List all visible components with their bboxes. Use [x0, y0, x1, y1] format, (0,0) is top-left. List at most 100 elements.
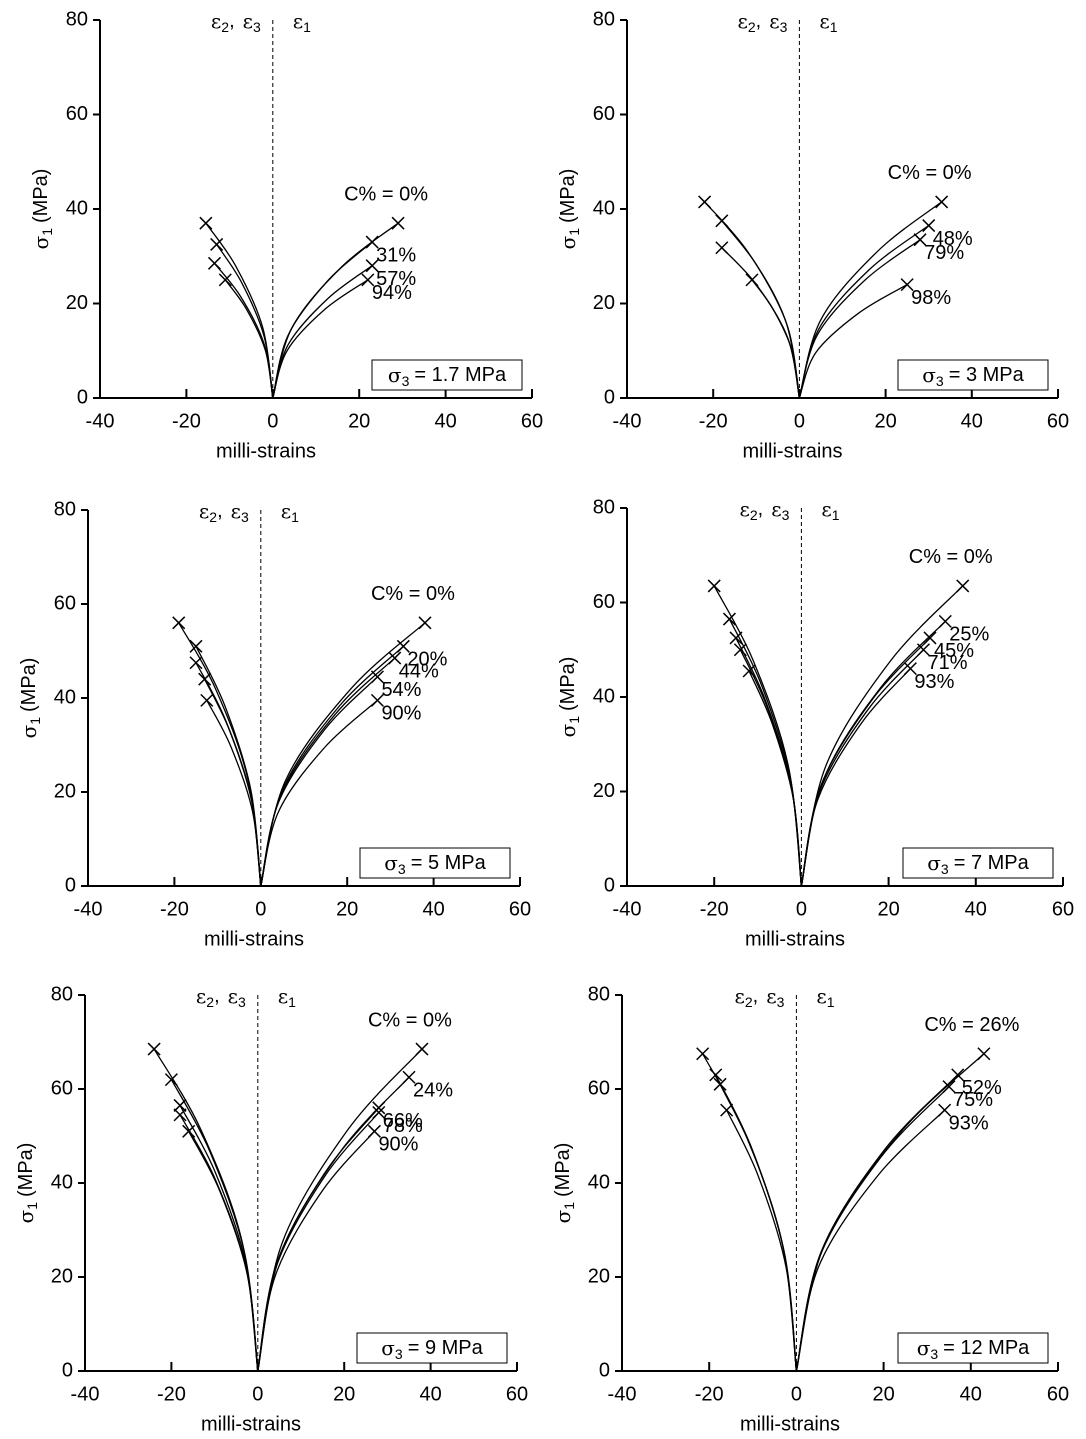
symbol: ε: [737, 9, 747, 33]
subscript: 3: [241, 509, 249, 525]
symbol: σ: [556, 723, 580, 737]
condition-label: σ3 = 1.7 MPa: [388, 363, 507, 389]
symbol: ε: [243, 9, 253, 33]
curve-axial: [795, 1086, 950, 1372]
condition-box: [356, 1332, 508, 1364]
subscript: 3: [402, 373, 410, 389]
series-label: 66%: [383, 1110, 423, 1132]
y-tick-label: 40: [51, 1171, 73, 1193]
failure-marker: [935, 195, 949, 209]
y-tick-label: 0: [77, 386, 88, 408]
failure-marker: [742, 664, 756, 678]
x-axis-label: milli-strains: [745, 928, 845, 950]
series-label: C% = 0%: [888, 162, 972, 184]
y-axis-label: σ1 (MPa): [556, 657, 582, 738]
symbol: ε: [769, 9, 779, 33]
separator: ,: [214, 985, 220, 1007]
symbol: ε: [199, 499, 209, 523]
curve-axial: [800, 585, 964, 887]
series-label: 52%: [962, 1077, 1002, 1099]
x-axis-label: milli-strains: [216, 440, 316, 462]
failure-marker: [199, 216, 213, 230]
series-label: 90%: [378, 1134, 418, 1156]
series-label: 79%: [924, 242, 964, 264]
text: (MPa): [552, 1143, 574, 1197]
x-tick-label: -40: [608, 1383, 637, 1405]
failure-marker: [189, 639, 203, 653]
series-label: 20%: [407, 649, 447, 671]
subscript: 1: [303, 19, 311, 35]
curve-axial: [798, 239, 921, 399]
symbol: σ: [922, 363, 936, 387]
failure-marker: [207, 256, 222, 270]
failure-marker: [977, 1047, 991, 1061]
y-tick-label: 0: [604, 874, 615, 896]
x-tick-label: 40: [422, 898, 444, 920]
failure-marker: [722, 612, 736, 626]
curve-axial: [272, 265, 373, 399]
series-label: C% = 0%: [909, 546, 993, 568]
curve-lateral: [702, 1053, 798, 1372]
subscript: 1: [24, 1202, 40, 1210]
condition-label: σ3 = 3 MPa: [922, 363, 1024, 389]
condition-label: σ3 = 5 MPa: [384, 851, 486, 877]
subscript: 3: [253, 19, 261, 35]
failure-marker: [365, 235, 379, 249]
subscript: 1: [288, 994, 296, 1010]
subscript: 1: [566, 716, 582, 724]
x-tick-label: 20: [877, 898, 899, 920]
curve-lateral: [179, 1114, 259, 1372]
subscript: 3: [395, 1346, 403, 1362]
x-tick-label: -40: [613, 410, 642, 432]
failure-marker: [916, 643, 931, 657]
symbol: σ: [17, 724, 41, 738]
y-axis-label: σ1 (MPa): [551, 1143, 577, 1224]
symbol: ε: [231, 499, 241, 523]
symbol: ε: [211, 9, 221, 33]
subscript: 3: [238, 994, 246, 1010]
subscript: 3: [777, 994, 785, 1010]
separator: ,: [753, 985, 759, 1007]
y-tick-label: 0: [62, 1359, 73, 1381]
y-tick-label: 0: [604, 386, 615, 408]
series-label: 78%: [383, 1115, 423, 1137]
y-tick-label: 80: [66, 8, 88, 30]
failure-marker: [365, 259, 379, 273]
subscript: 2: [748, 19, 756, 35]
subscript: 1: [561, 1202, 577, 1210]
y-tick-label: 60: [593, 591, 615, 613]
symbol: ε: [278, 984, 288, 1008]
series-label: 45%: [934, 640, 974, 662]
failure-marker: [372, 1105, 386, 1120]
failure-marker: [707, 579, 721, 593]
subscript: 3: [398, 861, 406, 877]
failure-marker: [402, 1070, 416, 1084]
curve-lateral: [721, 220, 801, 399]
x-tick-label: 20: [348, 410, 370, 432]
condition-box: [359, 847, 511, 879]
symbol: σ: [917, 1336, 931, 1360]
text: = 3 MPa: [949, 364, 1025, 386]
strain-label-axial: ε1: [819, 9, 837, 35]
y-axis-label: σ1 (MPa): [29, 169, 55, 250]
y-tick-label: 60: [51, 1077, 73, 1099]
failure-marker: [956, 579, 970, 593]
subscript: 1: [27, 717, 43, 725]
failure-marker: [713, 1077, 727, 1091]
x-tick-label: 40: [419, 1383, 441, 1405]
symbol: ε: [816, 984, 826, 1008]
x-tick-label: -20: [160, 898, 189, 920]
failure-marker: [715, 241, 729, 255]
curve-lateral: [153, 1048, 259, 1372]
failure-marker: [361, 273, 375, 287]
text: = 1.7 MPa: [414, 364, 507, 386]
curve-lateral: [179, 1105, 259, 1372]
subscript: 2: [750, 507, 758, 523]
subscript: 1: [39, 228, 55, 236]
failure-marker: [396, 639, 410, 653]
condition-box: [897, 359, 1049, 391]
y-tick-label: 60: [54, 592, 76, 614]
text: = 9 MPa: [408, 1337, 484, 1359]
x-tick-label: 20: [336, 898, 358, 920]
y-tick-label: 60: [593, 103, 615, 125]
